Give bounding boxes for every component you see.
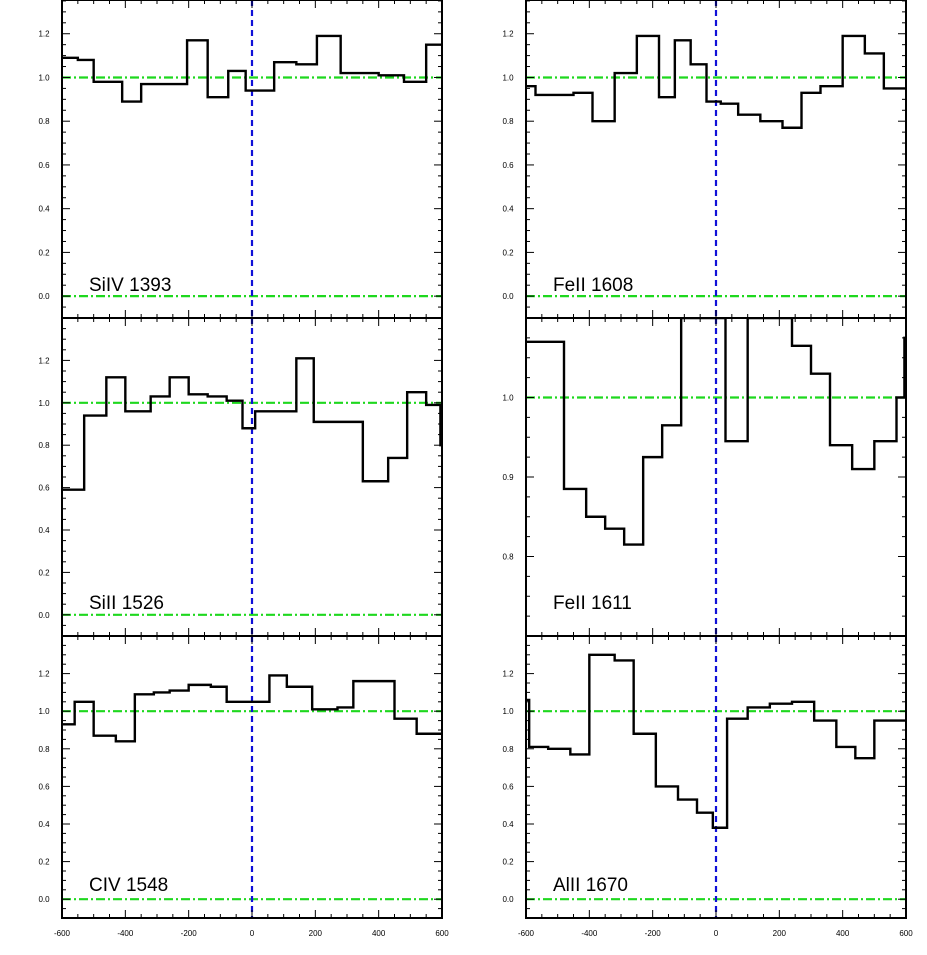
x-tick-label: 0 [250,929,255,938]
y-tick-label: 0.6 [38,161,50,170]
y-tick-label: 1.2 [38,670,50,679]
y-tick-label: 1.0 [502,707,514,716]
x-tick-label: 0 [714,929,719,938]
spectrum-step-line [526,318,906,546]
y-tick-label: 0.0 [38,611,50,620]
y-tick-label: 0.8 [502,117,514,126]
y-tick-label: 0.4 [38,820,50,829]
y-tick-label: 0.0 [38,895,50,904]
y-tick-label: 0.6 [38,782,50,791]
spectrum-step-line [526,34,906,129]
y-tick-label: 0.4 [38,205,50,214]
y-tick-label: 1.0 [38,707,50,716]
panel-label: SiII 1526 [89,593,164,614]
y-tick-label: 1.2 [38,356,50,365]
y-tick-label: 0.8 [38,745,50,754]
panel-4: 0.8 0.9 1.0 FeII 1611 [502,317,907,637]
y-tick-label: 0.2 [38,858,50,867]
y-tick-label: 1.0 [502,394,514,403]
y-tick-label: 0.0 [502,292,514,301]
y-tick-label: 0.8 [502,745,514,754]
x-tick-label: -600 [518,929,535,938]
panel-label: CIV 1548 [89,875,168,896]
panel-5: 0.0 0.2 0.4 0.6 0.8 1.0 1.2 -600 -400 -200 0 200 400… [38,635,449,938]
panel-3: 0.0 0.2 0.4 0.6 0.8 1.0 1.2 SiII 1526 [38,317,443,637]
y-tick-label: 0.2 [502,248,514,257]
spectrum-step-line [526,653,906,829]
x-tick-label: 400 [836,929,850,938]
y-tick-label: 0.8 [38,441,50,450]
y-tick-label: 0.2 [38,568,50,577]
y-tick-label: 0.9 [502,473,514,482]
panel-label: FeII 1611 [553,593,632,614]
y-tick-label: 0.6 [38,484,50,493]
y-tick-label: 0.0 [38,292,50,301]
x-tick-label: -200 [181,929,198,938]
y-tick-label: 0.4 [38,526,50,535]
x-tick-label: 200 [309,929,323,938]
y-tick-label: 0.8 [502,553,514,562]
spectrum-step-line [62,674,442,743]
spectrum-step-line [62,357,442,491]
x-tick-label: -200 [645,929,662,938]
panel-label: AlII 1670 [553,875,628,896]
y-tick-label: 1.2 [38,30,50,39]
panel-6: 0.0 0.2 0.4 0.6 0.8 1.0 1.2 -600 -400 -200 0 200 400… [502,635,913,938]
y-tick-label: 1.2 [502,30,514,39]
x-tick-label: -400 [581,929,598,938]
x-tick-label: 400 [372,929,386,938]
x-tick-label: -600 [54,929,71,938]
y-tick-label: 0.2 [502,858,514,867]
y-tick-label: 1.0 [38,399,50,408]
panel-label: SiIV 1393 [89,275,171,296]
y-tick-label: 0.4 [502,820,514,829]
y-tick-label: 0.0 [502,895,514,904]
spectrum-step-line [62,34,442,103]
y-tick-label: 1.0 [38,73,50,82]
y-tick-label: 0.6 [502,161,514,170]
y-tick-label: 1.0 [502,73,514,82]
x-tick-label: 600 [435,929,449,938]
y-tick-label: 0.2 [38,248,50,257]
y-tick-label: 0.8 [38,117,50,126]
x-tick-label: 600 [899,929,913,938]
panel-2: 0.0 0.2 0.4 0.6 0.8 1.0 1.2 FeII 1608 [502,0,907,319]
y-tick-label: 0.4 [502,205,514,214]
panel-1: 0.0 0.2 0.4 0.6 0.8 1.0 1.2 SiIV 1393 [38,0,443,319]
x-tick-label: 200 [773,929,787,938]
panel-label: FeII 1608 [553,275,633,296]
y-tick-label: 1.2 [502,670,514,679]
x-tick-label: -400 [117,929,134,938]
y-tick-label: 0.6 [502,782,514,791]
